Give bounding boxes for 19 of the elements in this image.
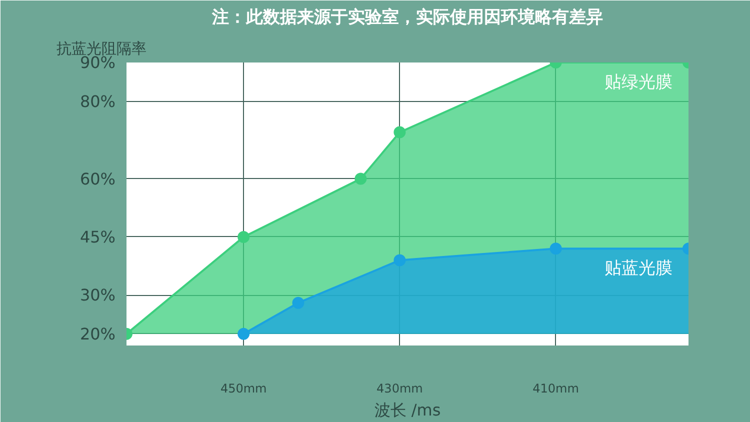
series-label: 贴蓝光膜: [604, 258, 672, 279]
x-tick-label: 410mm: [532, 382, 579, 396]
y-tick-label: 30%: [80, 286, 116, 305]
chart-title: 注：此数据来源于实验室，实际使用因环境略有差异: [211, 8, 603, 28]
x-tick-label: 430mm: [376, 382, 423, 396]
y-tick-label: 80%: [80, 92, 116, 111]
point: [394, 254, 406, 266]
y-tick-label: 60%: [80, 169, 116, 188]
x-tick-label: 450mm: [220, 382, 267, 396]
x-axis-title: 波长 /ms: [374, 400, 441, 420]
point: [394, 126, 406, 138]
point: [238, 328, 250, 340]
point: [292, 296, 304, 309]
y-tick-label: 20%: [80, 324, 116, 344]
y-tick-label: 45%: [80, 227, 116, 246]
point: [238, 230, 250, 243]
y-axis-title: 抗蓝光阻隔率: [56, 40, 146, 58]
series-label: 贴绿光膜: [604, 72, 672, 92]
point: [354, 172, 367, 185]
